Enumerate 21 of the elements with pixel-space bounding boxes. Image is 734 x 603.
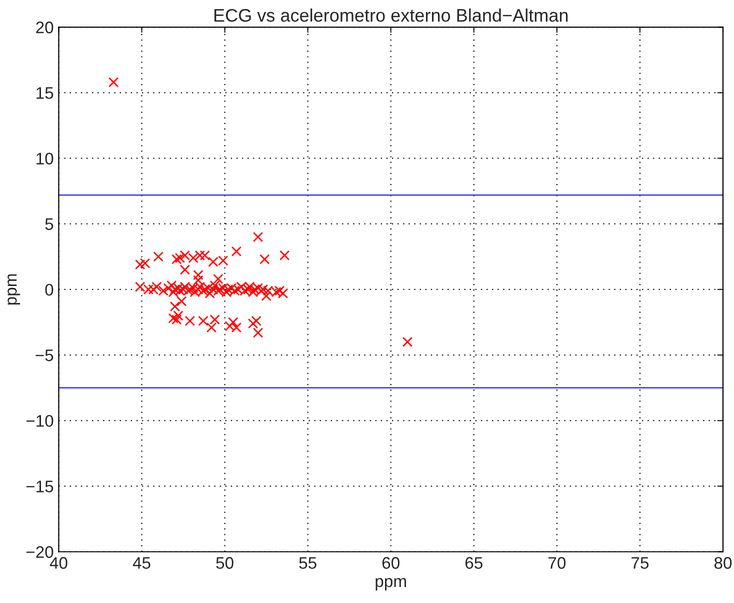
y-tick-label: 20 [36, 22, 54, 34]
y-tick-label: −15 [26, 480, 54, 492]
y-tick-label: 15 [36, 87, 54, 99]
x-tick-label: 65 [465, 557, 482, 569]
x-tick-label: 40 [50, 557, 68, 569]
x-tick-label: 55 [299, 557, 316, 569]
x-tick-label: 70 [548, 557, 566, 569]
y-tick-label: 0 [45, 284, 54, 296]
x-tick-label: 75 [632, 557, 649, 569]
x-tick-label: 80 [714, 557, 732, 569]
x-tick-label: 45 [132, 557, 150, 569]
y-tick-label: 5 [45, 218, 54, 230]
y-axis-title: ppm [8, 274, 20, 305]
chart-title: ECG vs acelerometro externo Bland−Altman [214, 8, 568, 22]
y-tick-label: −10 [26, 414, 54, 427]
x-axis-title: ppm [376, 578, 406, 590]
y-tick-label: −20 [26, 546, 54, 558]
y-tick-label: −5 [36, 350, 54, 362]
x-tick-label: 50 [216, 557, 234, 569]
y-tick-label: 10 [36, 152, 54, 164]
x-tick-label: 60 [382, 557, 400, 569]
